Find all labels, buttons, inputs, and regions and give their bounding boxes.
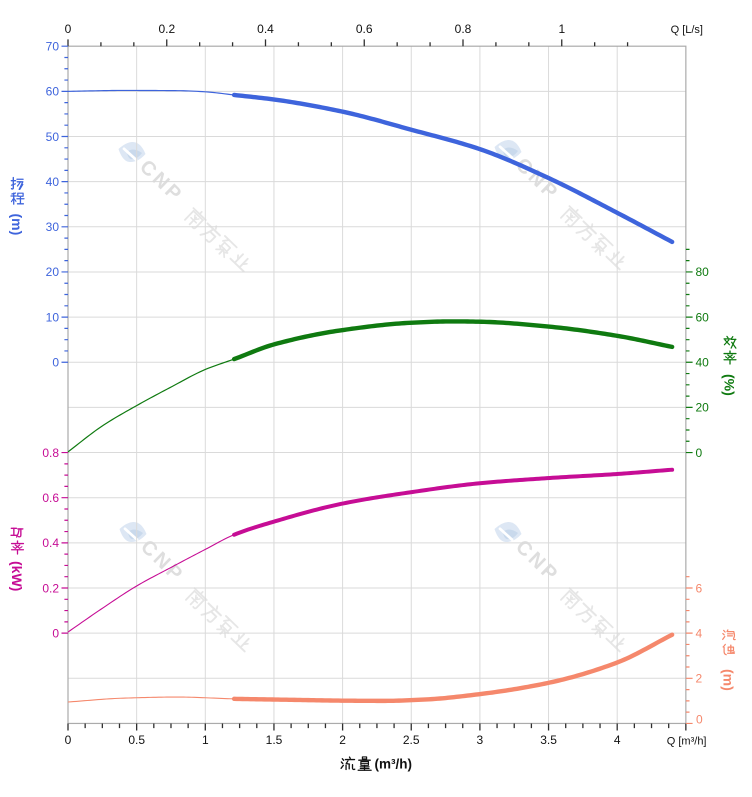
svg-text:Q [L/s]: Q [L/s]	[671, 24, 703, 36]
svg-text:4: 4	[614, 733, 621, 747]
svg-text:70: 70	[46, 40, 60, 54]
svg-text:60: 60	[46, 85, 60, 99]
svg-text:80: 80	[696, 265, 710, 279]
svg-text:0.6: 0.6	[42, 491, 59, 505]
svg-text:20: 20	[46, 265, 60, 279]
svg-text:0: 0	[65, 22, 72, 36]
svg-text:0.4: 0.4	[257, 22, 274, 36]
svg-text:(m): (m)	[9, 214, 25, 236]
svg-text:(%): (%)	[722, 374, 738, 396]
svg-text:0.4: 0.4	[42, 536, 59, 550]
svg-text:(kW): (kW)	[9, 561, 25, 591]
svg-text:(m): (m)	[721, 669, 737, 691]
svg-text:0: 0	[52, 356, 59, 370]
svg-text:6: 6	[696, 581, 703, 595]
svg-text:0.5: 0.5	[128, 733, 145, 747]
svg-text:0.2: 0.2	[42, 581, 59, 595]
svg-text:2: 2	[339, 733, 346, 747]
svg-text:40: 40	[46, 175, 60, 189]
svg-text:Q [m³/h]: Q [m³/h]	[667, 736, 707, 748]
svg-text:1: 1	[558, 22, 565, 36]
svg-text:0.8: 0.8	[42, 446, 59, 460]
svg-text:0.2: 0.2	[158, 22, 175, 36]
svg-text:2: 2	[696, 672, 703, 686]
svg-text:2.5: 2.5	[403, 733, 420, 747]
svg-text:4: 4	[696, 627, 703, 641]
svg-text:1.5: 1.5	[266, 733, 283, 747]
svg-text:10: 10	[46, 310, 60, 324]
svg-text:0: 0	[65, 733, 72, 747]
svg-text:0: 0	[696, 446, 703, 460]
svg-text:(m³/h): (m³/h)	[375, 757, 413, 772]
svg-text:3: 3	[477, 733, 484, 747]
svg-text:1: 1	[202, 733, 209, 747]
svg-text:50: 50	[46, 130, 60, 144]
svg-text:0: 0	[52, 626, 59, 640]
svg-text:40: 40	[696, 356, 710, 370]
svg-text:30: 30	[46, 220, 60, 234]
svg-text:0.8: 0.8	[455, 22, 472, 36]
svg-text:20: 20	[696, 401, 710, 415]
svg-text:60: 60	[696, 310, 710, 324]
svg-text:0.6: 0.6	[356, 22, 373, 36]
svg-text:0: 0	[696, 713, 703, 727]
svg-text:3.5: 3.5	[540, 733, 557, 747]
